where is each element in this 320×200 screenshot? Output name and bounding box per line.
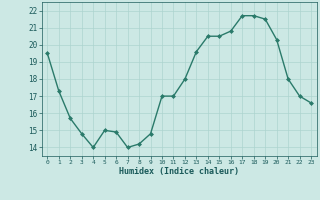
X-axis label: Humidex (Indice chaleur): Humidex (Indice chaleur) <box>119 167 239 176</box>
